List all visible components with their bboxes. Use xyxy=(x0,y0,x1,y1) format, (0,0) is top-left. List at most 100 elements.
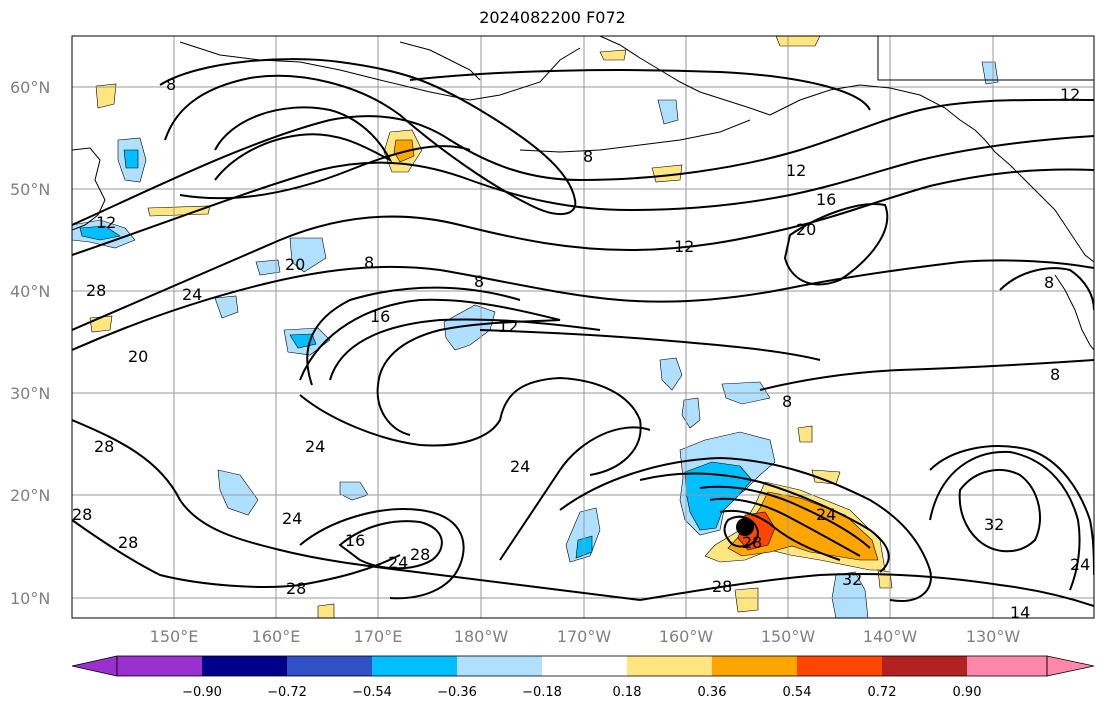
colorbar-seg-3 xyxy=(287,656,372,676)
contour-label: 24 xyxy=(182,285,202,304)
lon-label-180w: 180°W xyxy=(454,627,509,646)
coast-bc xyxy=(994,151,1094,263)
contour-24-storm xyxy=(639,472,890,573)
lon-label-140w: 140°W xyxy=(863,627,918,646)
graticule xyxy=(72,36,1094,618)
contour-labels: 8 8 8 8 8 8 8 12 12 12 12 16 16 16 20 20… xyxy=(72,75,1090,622)
coastlines xyxy=(72,36,1094,351)
contour-8-east-mid xyxy=(759,359,1094,391)
shade-neg-weak-4 xyxy=(217,469,259,516)
shade-pos-weak-2 xyxy=(95,83,117,109)
contour-16-long xyxy=(72,135,1094,256)
coast-chukotka xyxy=(399,41,481,81)
lon-label-150e: 150°E xyxy=(150,627,199,646)
lon-label-160e: 160°E xyxy=(252,627,301,646)
contour-32-east xyxy=(958,469,1041,553)
contour-label: 12 xyxy=(1060,85,1080,104)
lon-label-160w: 160°W xyxy=(659,627,714,646)
colorbar-seg-11 xyxy=(967,656,1047,676)
colorbar-seg-6 xyxy=(542,656,627,676)
contour-label: 28 xyxy=(86,281,106,300)
shade-pos-weak-10 xyxy=(317,603,335,618)
contour-32-east-outer xyxy=(929,450,1081,591)
map-frame xyxy=(71,35,1095,619)
contour-label: 16 xyxy=(370,307,390,326)
colorbar-seg-5 xyxy=(457,656,542,676)
contour-12-long xyxy=(72,98,1094,226)
contour-label: 28 xyxy=(712,577,732,596)
colorbar-tick: 0.90 xyxy=(953,685,982,700)
contour-label: 8 xyxy=(1050,365,1060,384)
longitude-labels: 150°E 160°E 170°E 180°W 170°W 160°W 150°… xyxy=(150,627,1021,646)
colorbar-right-extend xyxy=(1046,655,1095,677)
contour-label: 16 xyxy=(345,531,365,550)
contour-28-east-low xyxy=(929,445,1094,576)
contour-label: 24 xyxy=(388,553,408,572)
colorbar-seg-10 xyxy=(882,656,967,676)
contour-label: 24 xyxy=(305,437,325,456)
colorbar-tick: −0.90 xyxy=(182,685,222,700)
shade-neg-strong-japan xyxy=(79,225,121,241)
shade-pos-weak-6 xyxy=(797,425,813,443)
contour-28-south xyxy=(72,419,641,601)
shade-pos-weak-4 xyxy=(599,49,627,61)
colorbar-seg-4 xyxy=(372,656,457,676)
colorbar-tick: −0.72 xyxy=(267,685,307,700)
colorbar-seg-1 xyxy=(117,656,202,676)
contour-24-mid xyxy=(299,376,642,476)
colorbar-tick: −0.18 xyxy=(522,685,562,700)
contour-12-south-ridge xyxy=(499,426,651,561)
colorbar-tick: 0.54 xyxy=(783,685,812,700)
colorbar-seg-9 xyxy=(797,656,882,676)
colorbar-tick: −0.54 xyxy=(352,685,392,700)
coast-aleutians xyxy=(519,119,751,153)
contour-label: 24 xyxy=(1070,555,1090,574)
colorbar-outline xyxy=(116,655,1048,677)
contour-24-trough xyxy=(306,286,521,386)
contour-label: 24 xyxy=(816,505,836,524)
lon-label-130w: 130°W xyxy=(966,627,1021,646)
shade-neg-weak-12 xyxy=(214,295,239,319)
contour-label: 8 xyxy=(166,75,176,94)
shade-neg-weak-11 xyxy=(981,61,999,85)
lat-label-50n: 50°N xyxy=(10,180,50,199)
colorbar-left-extend xyxy=(71,655,118,677)
contour-label: 14 xyxy=(1010,603,1030,622)
contour-12-storm xyxy=(719,509,841,561)
contour-16-storm xyxy=(709,497,861,557)
lat-label-20n: 20°N xyxy=(10,486,50,505)
shade-neg-weak-2 xyxy=(443,304,496,351)
latitude-labels: 60°N 50°N 40°N 30°N 20°N 10°N xyxy=(10,78,50,608)
contour-label: 16 xyxy=(816,190,836,209)
contour-28-lower xyxy=(72,519,401,588)
contour-label: 12 xyxy=(498,317,518,336)
contour-label: 28 xyxy=(94,437,114,456)
contour-20-storm xyxy=(699,485,871,549)
contour-label: 24 xyxy=(282,509,302,528)
contour-28-storm xyxy=(559,456,932,602)
contour-8-long-east xyxy=(409,69,871,111)
contour-24-long xyxy=(72,259,1094,351)
coast-alaska-south xyxy=(769,84,996,153)
coast-alaska-west xyxy=(599,36,771,116)
tropical-cyclone-marker xyxy=(736,518,754,536)
shade-neg-weak-13 xyxy=(255,259,281,276)
shade-neg-weak-3 xyxy=(289,237,327,273)
contour-label: 28 xyxy=(410,545,430,564)
shade-neg-weak-10 xyxy=(657,99,679,125)
contour-label: 8 xyxy=(364,253,374,272)
contour-24-south-loop xyxy=(299,508,465,600)
coast-kamchatka xyxy=(72,147,106,231)
coast-siberia xyxy=(179,41,581,101)
contour-16-trough xyxy=(299,298,561,436)
contour-12-trough xyxy=(329,318,601,381)
colorbar-tick: 0.72 xyxy=(868,685,897,700)
lon-label-170e: 170°E xyxy=(354,627,403,646)
contour-20-long xyxy=(72,168,1094,331)
contour-20-closed-east xyxy=(783,203,889,286)
contour-label: 28 xyxy=(286,579,306,598)
map-title: 2024082200 F072 xyxy=(479,8,626,27)
contour-label: 28 xyxy=(118,533,138,552)
contour-12-mid xyxy=(479,329,821,361)
contour-label: 8 xyxy=(474,272,484,291)
